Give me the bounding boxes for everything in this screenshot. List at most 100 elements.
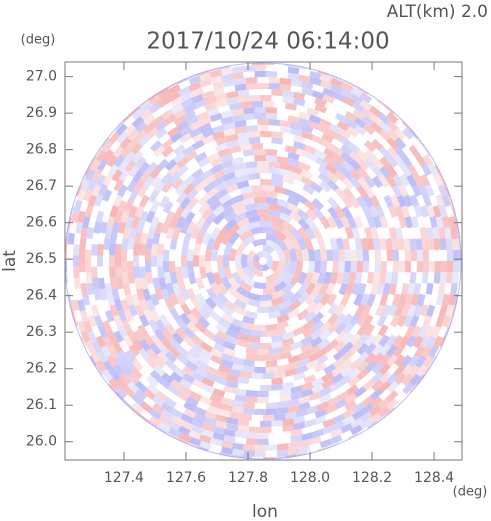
echo-cell [72, 315, 78, 327]
echo-cell [287, 404, 300, 413]
echo-cell [374, 249, 381, 261]
echo-cell [192, 132, 205, 144]
echo-cell [176, 345, 189, 358]
echo-cell [315, 354, 329, 366]
echo-cell [263, 372, 275, 379]
echo-cell [168, 427, 181, 438]
echo-cell [120, 299, 130, 312]
echo-cell [121, 271, 129, 284]
echo-cell [408, 144, 420, 158]
echo-cell [317, 338, 331, 350]
echo-cell [102, 360, 115, 373]
echo-cell [409, 383, 418, 393]
echo-cell [422, 194, 432, 207]
echo-cell [284, 145, 298, 154]
echo-cell [386, 390, 399, 403]
echo-cell [263, 227, 276, 236]
echo-cell [411, 325, 422, 338]
echo-cell [271, 137, 284, 145]
echo-cell [344, 118, 358, 130]
echo-cell [149, 342, 162, 356]
echo-cell [282, 90, 295, 98]
echo-cell [143, 309, 154, 322]
echo-cell [178, 425, 191, 436]
echo-cell [85, 340, 96, 354]
echo-cell [298, 445, 311, 454]
echo-cell [158, 195, 170, 209]
echo-cell [276, 449, 289, 457]
echo-cell [298, 350, 311, 361]
echo-cell [86, 283, 95, 295]
echo-cell [415, 355, 427, 368]
echo-cell [297, 357, 311, 367]
echo-cell [165, 282, 175, 296]
echo-cell [389, 314, 400, 328]
echo-cell [80, 282, 88, 295]
echo-cell [418, 325, 428, 339]
echo-cell [113, 194, 123, 208]
echo-cell [143, 114, 156, 126]
echo-cell [95, 365, 104, 376]
echo-cell [309, 77, 322, 86]
echo-cell [325, 162, 338, 175]
echo-cell [254, 112, 266, 120]
echo-cell [237, 419, 250, 427]
echo-cell [223, 347, 236, 357]
echo-cell [161, 288, 171, 301]
echo-cell [164, 323, 177, 336]
echo-cell [161, 372, 174, 384]
echo-cell [212, 272, 223, 286]
echo-cell [173, 366, 186, 378]
echo-cell [115, 391, 125, 401]
echo-cell [281, 290, 295, 302]
echo-cell [161, 328, 173, 342]
echo-cell [253, 281, 267, 290]
echo-cell [80, 178, 91, 192]
echo-cell [196, 111, 210, 121]
echo-cell [282, 418, 295, 426]
echo-cell [187, 272, 197, 285]
echo-cell [90, 350, 101, 363]
echo-cell [187, 312, 199, 326]
echo-cell [338, 78, 349, 85]
echo-cell [234, 83, 247, 92]
echo-cell [93, 221, 102, 234]
echo-cell [115, 386, 128, 399]
echo-cell [364, 185, 376, 199]
echo-cell [305, 292, 317, 306]
echo-cell [348, 272, 357, 285]
echo-cell [434, 261, 441, 273]
echo-cell [433, 335, 444, 349]
echo-cell [226, 423, 239, 432]
echo-cell [275, 238, 288, 251]
echo-cell [257, 124, 269, 132]
echo-cell [268, 77, 280, 84]
echo-cell [340, 88, 353, 99]
echo-cell [218, 317, 232, 329]
echo-cell [139, 210, 149, 224]
echo-cell [161, 409, 174, 421]
echo-cell [160, 337, 173, 350]
echo-cell [198, 307, 211, 320]
echo-cell [316, 401, 330, 411]
echo-cell [421, 163, 432, 177]
echo-cell [146, 348, 158, 361]
echo-cell [424, 184, 435, 197]
echo-cell [176, 277, 186, 290]
echo-cell [175, 266, 183, 279]
echo-cell [91, 168, 103, 182]
echo-cell [364, 342, 377, 356]
echo-cell [95, 149, 107, 163]
echo-cell [370, 226, 379, 240]
echo-cell [441, 216, 450, 229]
echo-cell [212, 296, 225, 310]
echo-cell [175, 215, 186, 229]
echo-cell [407, 163, 419, 177]
echo-cell [248, 341, 261, 349]
echo-cell [298, 395, 311, 405]
echo-cell [206, 194, 219, 207]
echo-cell [392, 261, 399, 273]
echo-cell [245, 432, 258, 439]
echo-cell [175, 255, 181, 267]
echo-cell [123, 113, 133, 123]
